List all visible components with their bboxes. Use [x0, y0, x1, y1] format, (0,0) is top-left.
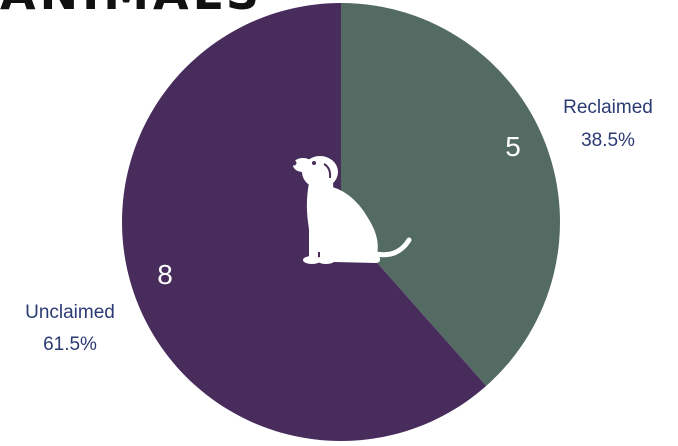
page-title: ANIMALS [0, 0, 263, 20]
slice-category-label: Reclaimed [563, 97, 653, 118]
sitting-dog-icon [291, 156, 412, 264]
slice-percent-label: 61.5% [43, 334, 97, 355]
pie-slice-reclaimed [341, 3, 560, 386]
pie-labels: 5 Reclaimed 38.5% 8 Unclaimed 61.5% [25, 97, 653, 355]
slice-value-label: 8 [157, 259, 173, 290]
slice-percent-label: 38.5% [581, 130, 635, 151]
slice-category-label: Unclaimed [25, 302, 115, 323]
slice-value-label: 5 [505, 131, 521, 162]
pie-slices [121, 3, 560, 441]
pie-slice-unclaimed [121, 3, 487, 441]
